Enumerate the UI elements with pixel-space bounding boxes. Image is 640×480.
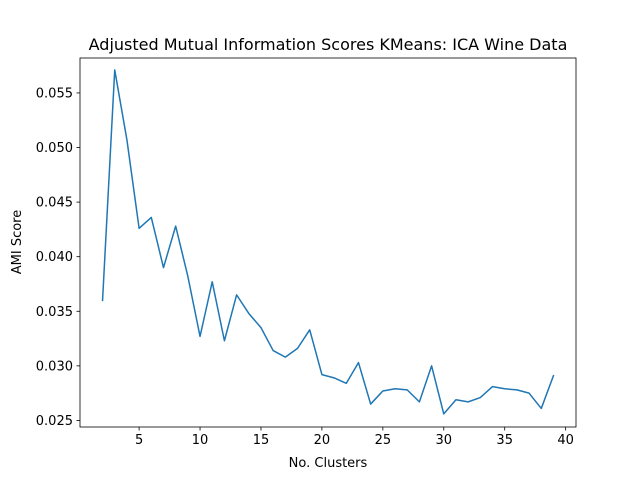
chart-title: Adjusted Mutual Information Scores KMean… [89,35,568,54]
x-tick-label: 30 [436,433,453,448]
x-tick-label: 20 [314,433,331,448]
x-tick-label: 25 [375,433,392,448]
axes-frame [79,57,577,428]
y-tick-label: 0.035 [36,305,73,320]
y-axis-label: AMI Score [10,210,25,275]
series-line-0 [101,69,555,415]
x-tick-label: 5 [135,433,143,448]
y-tick-label: 0.030 [36,359,73,374]
y-tick-label: 0.055 [36,86,73,101]
x-tick-label: 40 [557,433,574,448]
x-axis-label: No. Clusters [289,456,368,471]
x-tick-label: 35 [496,433,513,448]
y-tick-label: 0.025 [36,414,73,429]
y-tick-label: 0.050 [36,141,73,156]
x-tick-label: 15 [253,433,270,448]
x-tick-label: 10 [192,433,209,448]
y-tick-label: 0.045 [36,196,73,211]
plot-area: 5 10 15 20 25 30 35 40 0.025 0.030 0.035 0.040 0.045… [36,57,577,448]
y-tick-label: 0.040 [36,250,73,265]
